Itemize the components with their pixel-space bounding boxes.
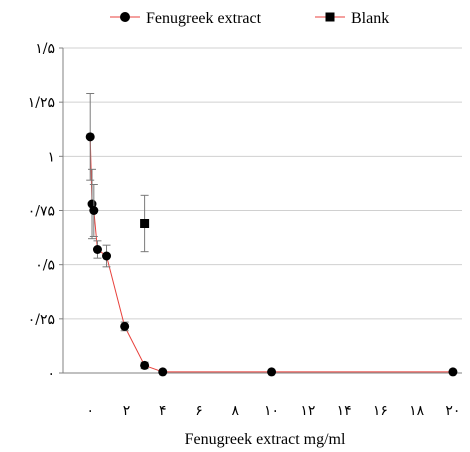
series-layer	[85, 93, 458, 377]
legend-label-blank: Blank	[351, 10, 389, 27]
data-point-0-6	[140, 360, 150, 370]
series-line-0	[89, 136, 453, 373]
x-tick-label-0: ۰	[86, 403, 94, 419]
data-point-0-4	[102, 251, 112, 261]
x-tick-label-5: ۱۰	[264, 403, 279, 419]
data-point-0-7	[158, 367, 168, 377]
data-point-0-9	[448, 367, 458, 377]
y-tick-label-5: ۱/۲۵	[28, 95, 55, 111]
legend: Fenugreek extract Blank	[110, 10, 389, 27]
data-point-0-8	[267, 367, 277, 377]
data-point-0-3	[92, 245, 102, 254]
x-tick-label-2: ۴	[159, 403, 167, 419]
x-tick-labels: ۰ ۲ ۴ ۶ ۸ ۱۰ ۱۲ ۱۴ ۱۶ ۱۸ ۲۰	[86, 403, 460, 419]
data-point-0-2	[89, 206, 99, 215]
x-tick-label-10: ۲۰	[445, 403, 460, 419]
x-tick-label-7: ۱۴	[337, 403, 352, 419]
y-tick-label-2: ۰/۵	[35, 258, 55, 274]
y-tick-label-6: ۱/۵	[35, 41, 55, 57]
data-point-1-0	[140, 219, 150, 228]
y-tick-label-1: ۰/۲۵	[28, 312, 55, 328]
axes	[59, 47, 462, 374]
y-tick-label-0: ۰	[47, 366, 55, 382]
x-tick-label-9: ۱۸	[409, 403, 425, 419]
data-point-0-0	[85, 132, 95, 142]
y-tick-label-4: ۱	[47, 149, 55, 165]
y-tick-labels: ۰ ۰/۲۵ ۰/۵ ۰/۷۵ ۱ ۱/۲۵ ۱/۵	[28, 41, 55, 382]
x-tick-label-3: ۶	[195, 403, 203, 419]
legend-label-fenugreek: Fenugreek extract	[146, 10, 262, 27]
x-axis-title: Fenugreek extract mg/ml	[185, 431, 346, 448]
data-point-0-5	[120, 321, 130, 331]
legend-marker-fenugreek	[120, 12, 130, 22]
y-tick-label-3: ۰/۷۵	[28, 204, 55, 220]
x-tick-label-8: ۱۶	[373, 403, 388, 419]
x-tick-label-6: ۱۲	[300, 403, 315, 419]
x-tick-label-1: ۲	[123, 403, 131, 419]
x-tick-label-4: ۸	[232, 403, 240, 419]
gridlines	[63, 47, 462, 320]
legend-marker-blank	[325, 12, 335, 22]
